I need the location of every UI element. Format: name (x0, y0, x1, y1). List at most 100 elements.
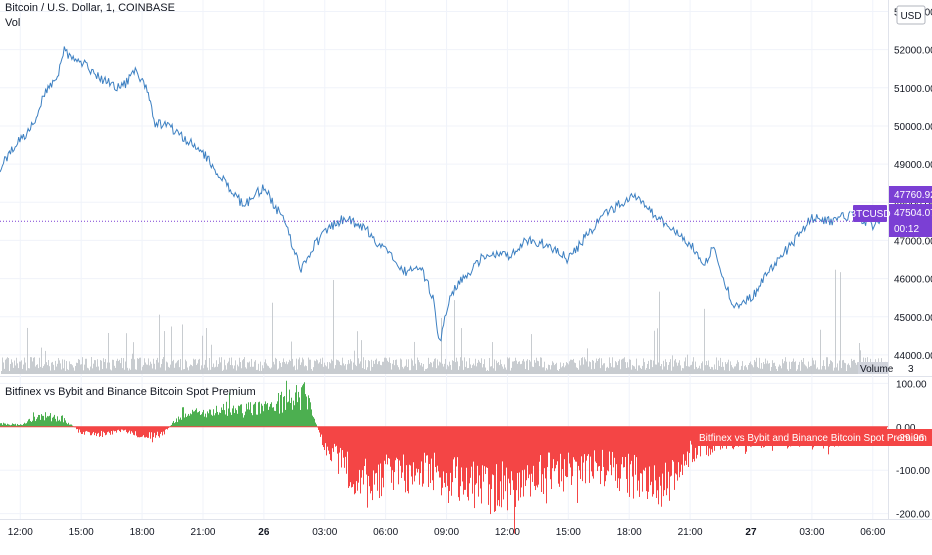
volume-bar (92, 368, 93, 374)
premium-bar (571, 426, 572, 485)
premium-bar (450, 426, 451, 473)
volume-bar (572, 360, 573, 374)
volume-bar (60, 363, 61, 374)
volume-bar (125, 361, 126, 374)
premium-bar (371, 426, 372, 491)
volume-bar (761, 362, 762, 374)
volume-bar (206, 328, 207, 374)
volume-bar (519, 361, 520, 374)
volume-bar (449, 361, 450, 374)
premium-bar (356, 426, 357, 482)
premium-bar (10, 425, 11, 427)
volume-bar (318, 363, 319, 374)
premium-bar (415, 426, 416, 476)
volume-bar (86, 358, 87, 374)
premium-bar (437, 426, 438, 466)
volume-bar (377, 364, 378, 374)
premium-bar (510, 426, 511, 495)
volume-bar (682, 367, 683, 374)
volume-bar (672, 355, 673, 374)
volume-bar (522, 360, 523, 374)
volume-bar (330, 363, 331, 374)
premium-bar (664, 426, 665, 491)
volume-bar (859, 342, 860, 374)
volume-bar (368, 360, 369, 374)
volume-bar (474, 365, 475, 374)
volume-bar (479, 361, 480, 374)
volume-bar (183, 369, 184, 374)
volume-bar (552, 361, 553, 374)
volume-bar (113, 359, 114, 374)
premium-bar (505, 426, 506, 492)
premium-bar (498, 426, 499, 501)
volume-bar (533, 366, 534, 374)
premium-bar (274, 410, 275, 427)
premium-bar (402, 426, 403, 473)
premium-bar (373, 426, 374, 471)
premium-bar (446, 426, 447, 474)
premium-bar (680, 426, 681, 472)
x-tick-label: 12:00 (495, 527, 520, 538)
premium-bar (424, 426, 425, 453)
volume-bar (281, 366, 282, 374)
volume-bar (46, 362, 47, 374)
premium-bar (386, 426, 387, 455)
premium-bar (689, 426, 690, 454)
volume-bar (455, 362, 456, 374)
volume-bar (204, 364, 205, 374)
premium-bar (666, 426, 667, 496)
premium-bar (414, 426, 415, 482)
premium-bar (345, 426, 346, 457)
premium-bar (162, 426, 163, 436)
volume-bar (11, 359, 12, 374)
premium-bar (687, 426, 688, 452)
volume-bar (642, 365, 643, 374)
volume-bar (548, 364, 549, 374)
volume-bar (226, 369, 227, 374)
premium-bar (653, 426, 654, 495)
volume-bar (622, 358, 623, 374)
premium-bar (504, 426, 505, 476)
volume-bar (104, 361, 105, 374)
volume-bar (310, 359, 311, 374)
volume-bar (162, 358, 163, 374)
volume-bar (478, 359, 479, 374)
volume-bar (511, 367, 512, 374)
premium-bar (410, 426, 411, 466)
volume-bar (120, 363, 121, 374)
volume-bar (526, 360, 527, 374)
volume-bar (732, 367, 733, 374)
premium-bar (569, 426, 570, 464)
volume-bar (514, 361, 515, 374)
volume-bar (582, 357, 583, 374)
volume-bar (696, 366, 697, 374)
premium-bar (507, 426, 508, 511)
volume-bar (826, 357, 827, 374)
volume-bar (476, 366, 477, 374)
premium-bar (233, 405, 234, 427)
volume-bar (129, 368, 130, 374)
volume-bar (534, 360, 535, 374)
volume-bar (690, 365, 691, 374)
volume-bar (315, 361, 316, 374)
volume-bar (369, 361, 370, 374)
volume-bar (742, 361, 743, 374)
premium-bar (0, 423, 1, 427)
premium-bar (611, 426, 612, 476)
volume-bar (623, 358, 624, 374)
volume-bar (843, 359, 844, 374)
premium-bar (309, 398, 310, 427)
volume-bar (235, 360, 236, 374)
premium-bar (27, 421, 28, 427)
volume-bar (818, 369, 819, 374)
premium-bar (483, 426, 484, 482)
premium-bar (178, 416, 179, 427)
volume-bar (560, 362, 561, 374)
premium-bar (128, 426, 129, 433)
premium-bar (489, 426, 490, 485)
volume-bar (610, 363, 611, 374)
premium-bar (432, 426, 433, 481)
premium-bar (691, 426, 692, 445)
premium-tick-label: -200.00 (896, 510, 930, 521)
volume-bar (779, 364, 780, 374)
